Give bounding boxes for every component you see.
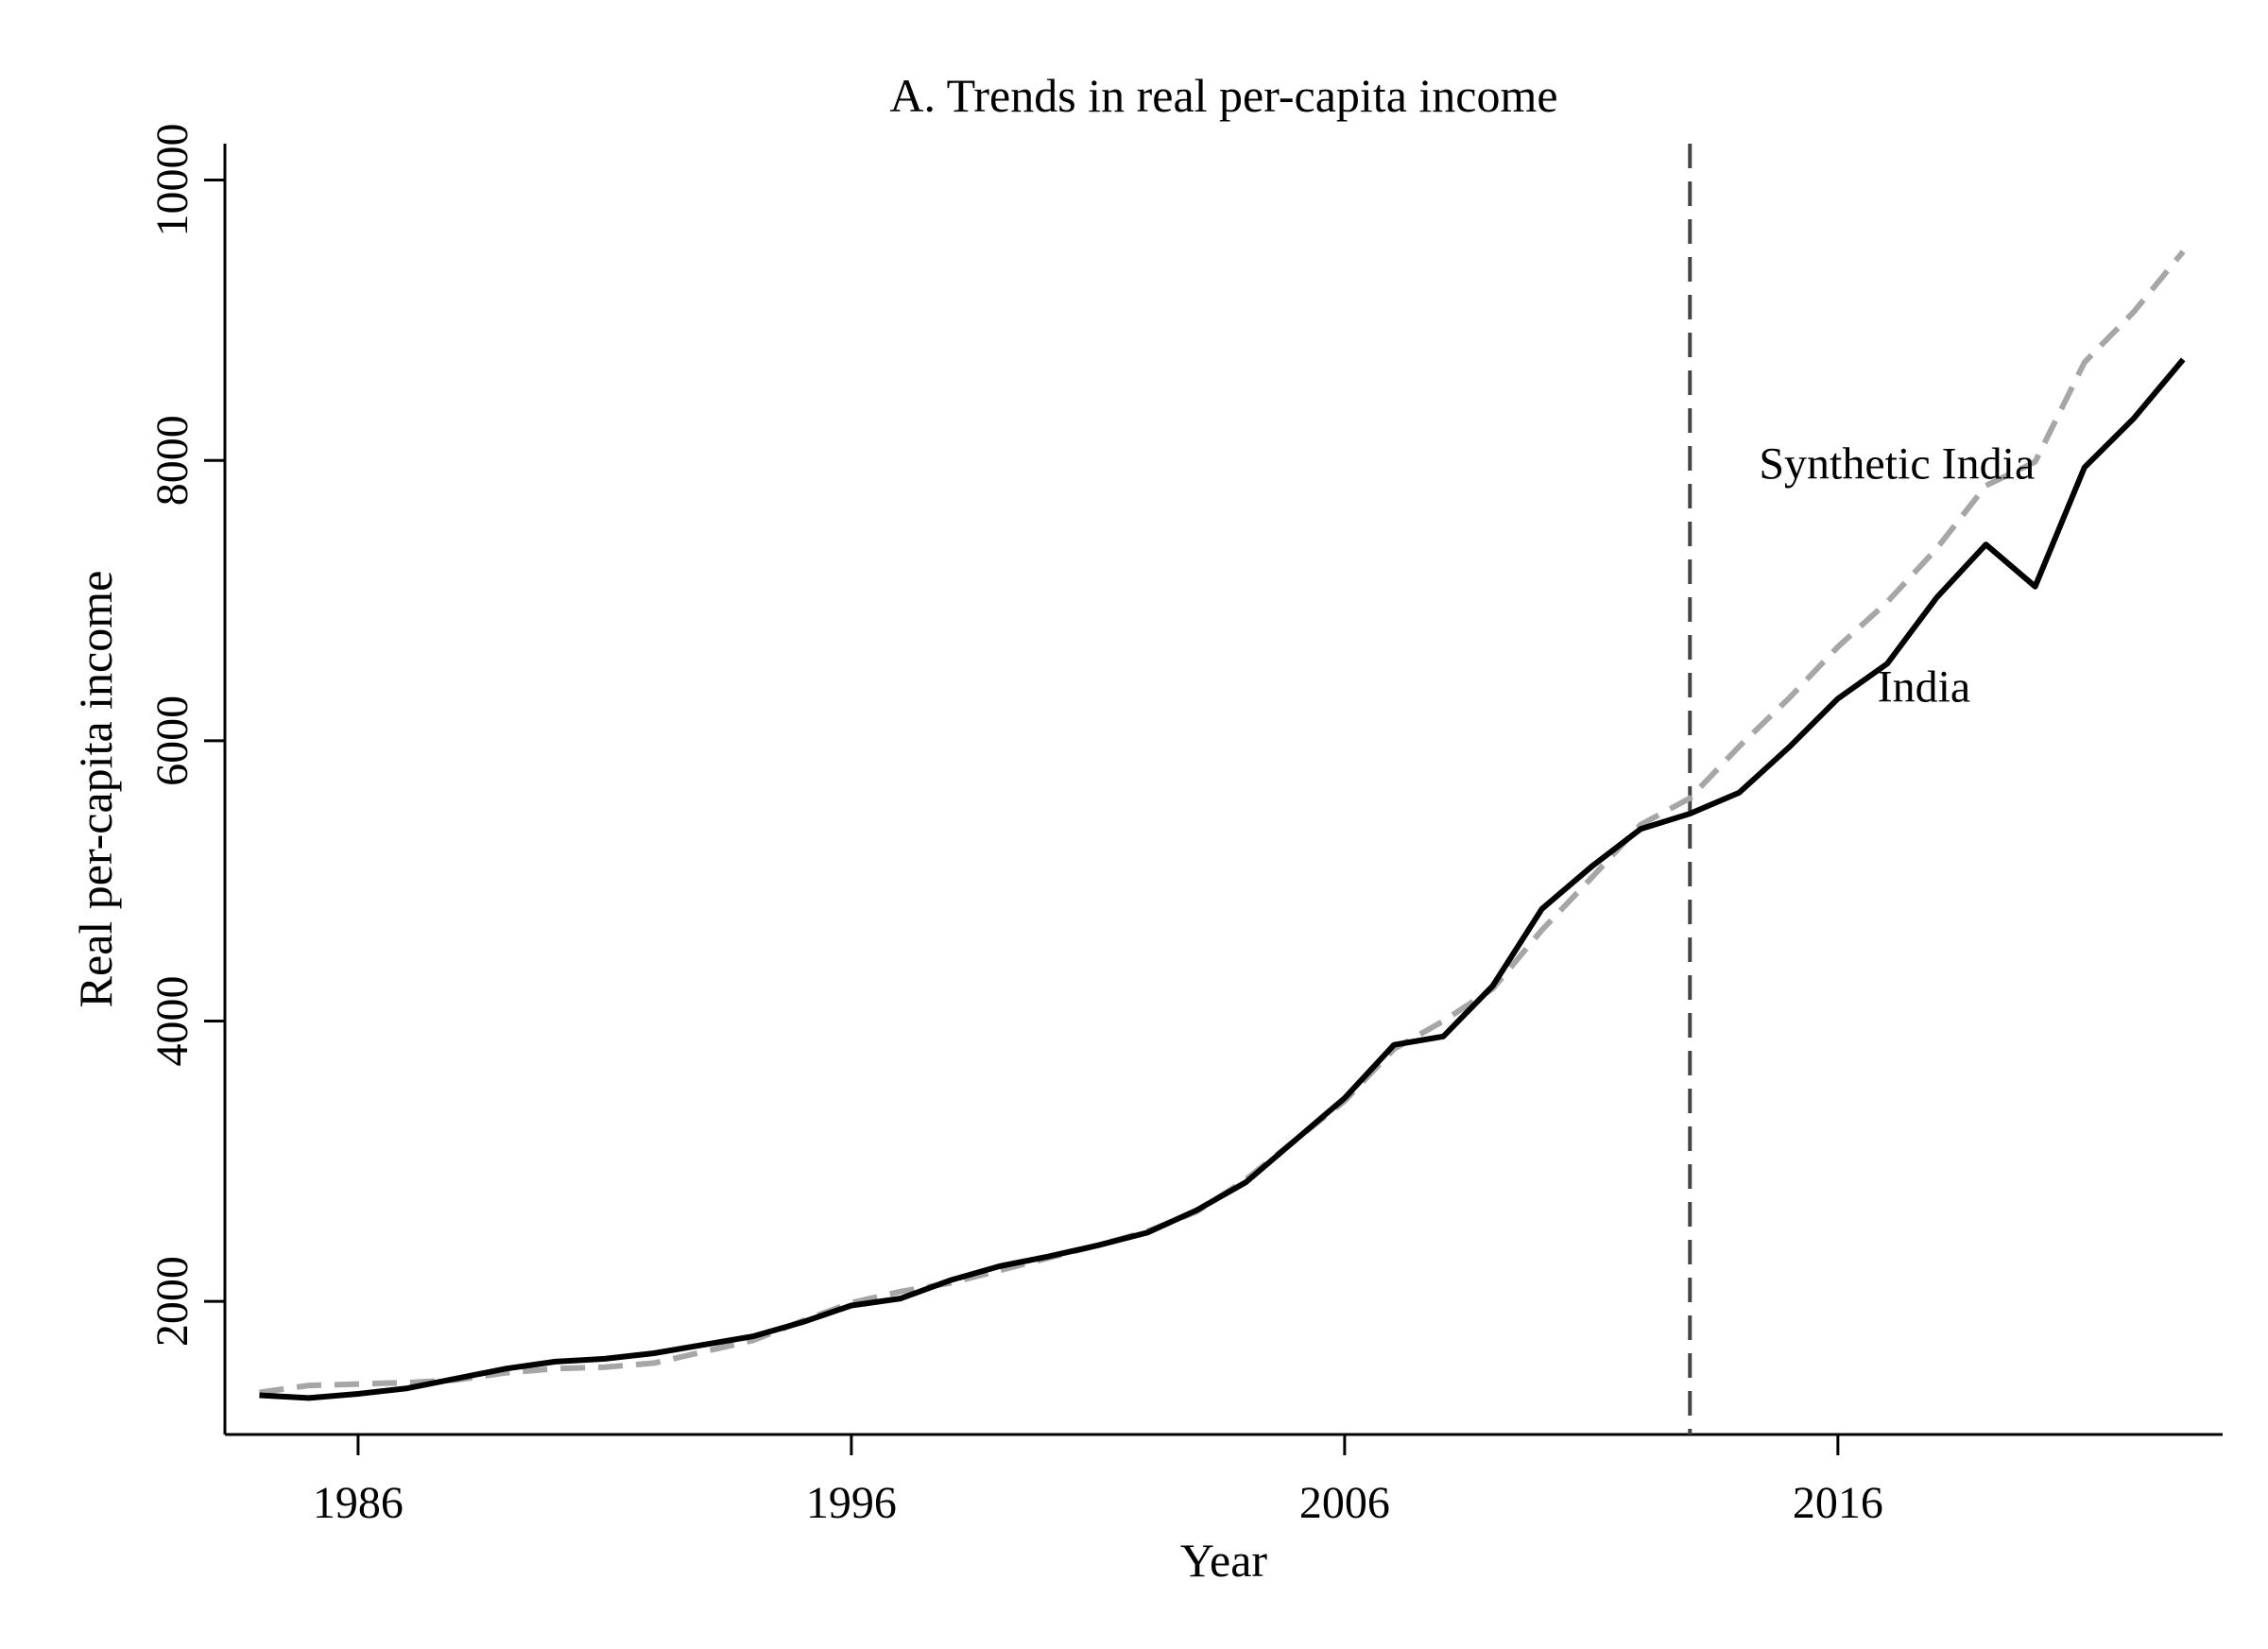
y-tick-label: 8000 <box>147 415 198 506</box>
y-tick-label: 2000 <box>147 1256 198 1347</box>
y-axis-label: Real per-capita income <box>69 571 122 1008</box>
y-tick-label: 10000 <box>147 124 198 237</box>
y-tick-label: 4000 <box>147 975 198 1066</box>
series-annotation: India <box>1878 661 1971 712</box>
series-line-synthetic-india <box>259 249 2186 1396</box>
x-tick-label: 1986 <box>313 1478 404 1528</box>
axes <box>223 144 2223 1436</box>
series-line-india <box>259 357 2186 1401</box>
x-tick-label: 2016 <box>1793 1478 1883 1528</box>
series-annotations: Synthetic India India <box>1759 438 2035 712</box>
series-lines <box>259 249 2186 1401</box>
chart-title: A. Trends in real per-capita income <box>889 69 1557 122</box>
axis-ticks: 1986 1996 2006 2016 2000 4000 6000 8000 10000 <box>147 124 1883 1528</box>
x-tick-label: 2006 <box>1299 1478 1390 1528</box>
x-axis-label: Year <box>1180 1534 1267 1587</box>
series-annotation: Synthetic India <box>1759 438 2035 489</box>
x-tick-label: 1996 <box>806 1478 897 1528</box>
y-tick-label: 6000 <box>147 696 198 786</box>
